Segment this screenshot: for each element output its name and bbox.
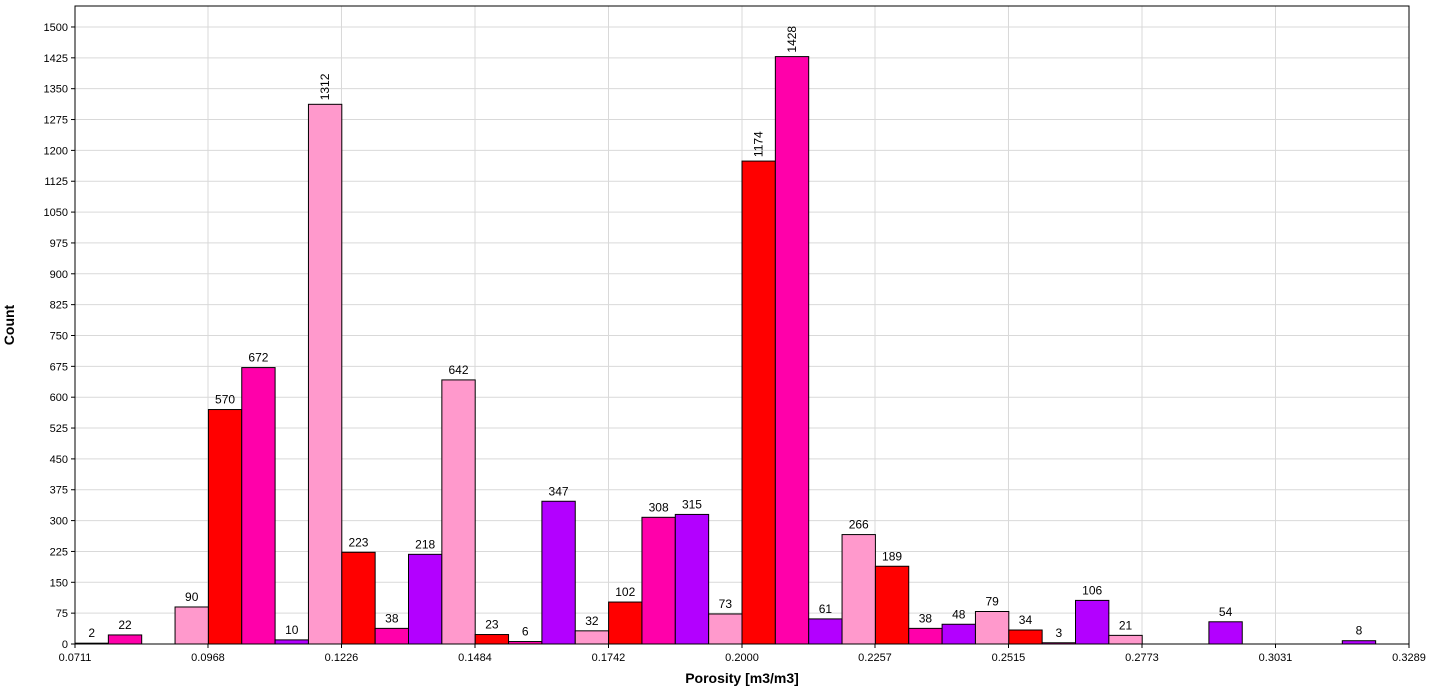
bar bbox=[374, 627, 409, 645]
bar bbox=[207, 409, 243, 645]
bar bbox=[341, 551, 376, 645]
bar bbox=[641, 516, 676, 645]
value-label: 189 bbox=[882, 549, 902, 563]
bar bbox=[1208, 621, 1243, 645]
value-label: 21 bbox=[1119, 618, 1133, 632]
value-label: 90 bbox=[185, 590, 199, 604]
value-label: 8 bbox=[1356, 624, 1363, 638]
y-tick-label: 0 bbox=[62, 639, 68, 651]
y-tick-label: 300 bbox=[50, 516, 68, 528]
y-tick-label: 675 bbox=[50, 361, 68, 373]
bar bbox=[608, 601, 643, 645]
value-label: 22 bbox=[118, 618, 132, 632]
y-tick-label: 150 bbox=[50, 577, 68, 589]
y-tick-label: 1200 bbox=[44, 145, 68, 157]
y-tick-label: 225 bbox=[50, 546, 68, 558]
bar bbox=[107, 634, 143, 645]
y-tick-label: 525 bbox=[50, 423, 68, 435]
y-tick-label: 900 bbox=[50, 269, 68, 281]
value-label: 3 bbox=[1055, 626, 1062, 640]
bar bbox=[741, 160, 776, 645]
bar bbox=[474, 634, 510, 645]
bar bbox=[908, 627, 943, 645]
value-label: 32 bbox=[585, 614, 599, 628]
bar bbox=[441, 379, 476, 645]
x-tick-label: 0.2515 bbox=[992, 652, 1026, 664]
x-tick-label: 0.3031 bbox=[1259, 652, 1293, 664]
y-tick-label: 450 bbox=[50, 454, 68, 466]
x-tick-label: 0.2773 bbox=[1125, 652, 1159, 664]
value-label: 1174 bbox=[752, 131, 766, 157]
x-tick-label: 0.2257 bbox=[858, 652, 892, 664]
y-tick-label: 975 bbox=[50, 238, 68, 250]
y-tick-label: 1050 bbox=[44, 207, 68, 219]
value-label: 38 bbox=[919, 611, 933, 625]
x-tick-label: 0.2000 bbox=[725, 652, 759, 664]
y-tick-label: 375 bbox=[50, 485, 68, 497]
bar bbox=[674, 513, 710, 645]
x-tick-label: 0.3289 bbox=[1392, 652, 1426, 664]
value-label: 223 bbox=[348, 535, 368, 549]
value-label: 54 bbox=[1219, 605, 1233, 619]
bar bbox=[941, 623, 976, 645]
bar bbox=[1108, 634, 1143, 645]
value-label: 570 bbox=[215, 393, 235, 407]
value-label: 23 bbox=[485, 618, 499, 632]
plot-frame bbox=[74, 5, 1410, 645]
x-tick-label: 0.0711 bbox=[59, 652, 92, 664]
bar bbox=[974, 611, 1010, 645]
value-label: 10 bbox=[285, 623, 299, 637]
value-label: 218 bbox=[415, 537, 435, 551]
y-axis-title: Count bbox=[1, 304, 17, 345]
x-axis-title: Porosity [m3/m3] bbox=[685, 670, 799, 686]
value-label: 34 bbox=[1019, 613, 1033, 627]
x-tick-label: 0.1742 bbox=[592, 652, 626, 664]
x-tick-label: 0.1226 bbox=[325, 652, 359, 664]
value-label: 347 bbox=[549, 484, 569, 498]
bar bbox=[241, 367, 276, 645]
bar bbox=[841, 534, 876, 645]
y-tick-label: 1350 bbox=[44, 84, 68, 96]
y-tick-label: 1425 bbox=[44, 53, 68, 65]
value-label: 1312 bbox=[318, 73, 332, 100]
y-tick-label: 825 bbox=[50, 300, 68, 312]
value-label: 266 bbox=[849, 518, 869, 532]
x-tick-label: 0.0968 bbox=[191, 652, 225, 664]
y-tick-label: 600 bbox=[50, 392, 68, 404]
y-tick-label: 1500 bbox=[44, 22, 68, 34]
bar bbox=[307, 103, 343, 645]
bar bbox=[874, 565, 910, 645]
bar bbox=[808, 618, 843, 645]
y-tick-label: 750 bbox=[50, 330, 68, 342]
value-label: 315 bbox=[682, 497, 702, 511]
y-tick-label: 1275 bbox=[44, 115, 68, 127]
bar bbox=[1008, 629, 1043, 645]
value-label: 106 bbox=[1082, 583, 1102, 597]
value-label: 73 bbox=[719, 597, 733, 611]
x-tick-label: 0.1484 bbox=[458, 652, 492, 664]
bar bbox=[541, 500, 576, 645]
value-label: 1428 bbox=[785, 26, 799, 53]
y-tick-label: 75 bbox=[56, 608, 68, 620]
value-label: 48 bbox=[952, 607, 966, 621]
value-label: 2 bbox=[88, 626, 95, 640]
bar bbox=[408, 553, 443, 645]
bar bbox=[1075, 599, 1110, 645]
value-label: 642 bbox=[449, 363, 469, 377]
value-label: 308 bbox=[649, 500, 669, 514]
bar bbox=[274, 639, 309, 645]
value-label: 79 bbox=[985, 595, 999, 609]
value-label: 672 bbox=[248, 351, 268, 365]
bar bbox=[574, 630, 610, 645]
value-label: 6 bbox=[522, 625, 529, 639]
bar bbox=[174, 606, 209, 645]
value-label: 38 bbox=[385, 611, 399, 625]
y-tick-label: 1125 bbox=[44, 176, 68, 188]
bar bbox=[774, 56, 810, 645]
value-label: 61 bbox=[819, 602, 833, 616]
value-label: 102 bbox=[615, 585, 635, 599]
bar bbox=[708, 613, 743, 645]
